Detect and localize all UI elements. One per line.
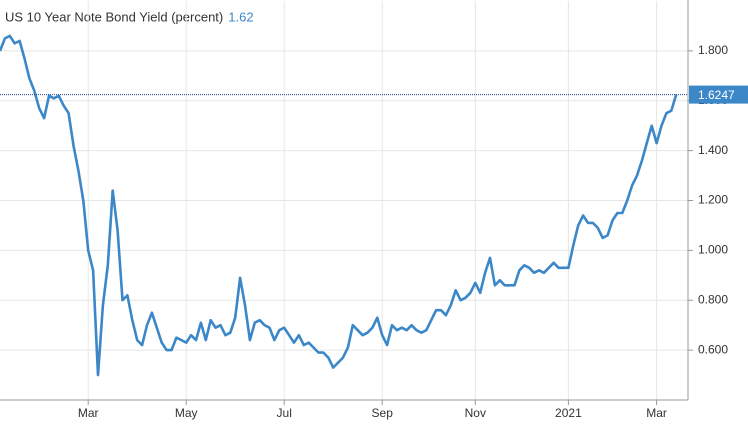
y-tick-label: 0.800 <box>698 292 728 306</box>
y-tick-label: 1.800 <box>698 43 728 57</box>
current-value-box <box>689 85 748 104</box>
current-value-label: 1.6247 <box>698 88 735 102</box>
x-tick-label: Nov <box>465 406 486 420</box>
y-tick-label: 0.600 <box>698 342 728 356</box>
x-tick-label: Mar <box>646 406 667 420</box>
x-tick-label: Mar <box>78 406 99 420</box>
x-tick-label: Sep <box>372 406 394 420</box>
x-tick-label: 2021 <box>555 406 582 420</box>
title-value: 1.62 <box>228 9 253 24</box>
x-tick-label: Jul <box>277 406 292 420</box>
y-tick-label: 1.000 <box>698 243 728 257</box>
y-tick-label: 1.400 <box>698 143 728 157</box>
y-tick-label: 1.200 <box>698 193 728 207</box>
data-line <box>0 34 678 377</box>
chart-title: US 10 Year Note Bond Yield (percent) <box>5 9 223 24</box>
x-tick-label: May <box>175 406 198 420</box>
